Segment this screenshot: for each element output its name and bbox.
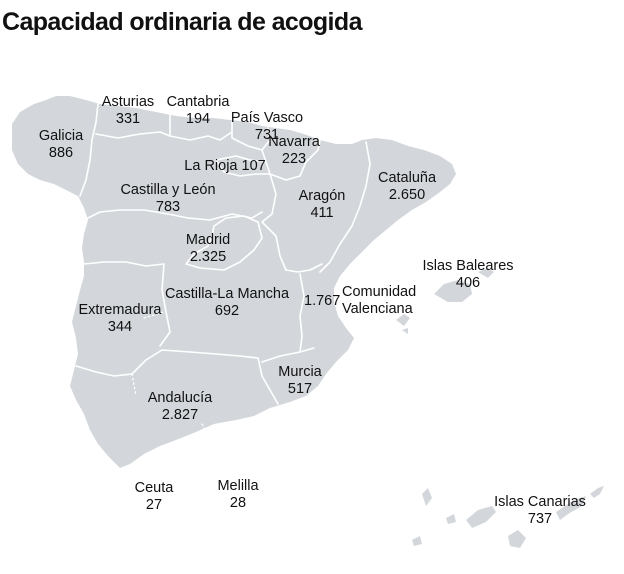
region-label-navarra: Navarra 223 [262, 134, 326, 168]
region-label-cantabria: Cantabria 194 [162, 94, 234, 128]
region-value-galicia: 886 [48, 145, 74, 161]
region-name-murcia: Murcia [278, 364, 322, 380]
region-name-melilla: Melilla [217, 478, 259, 494]
border-cyl-la-rioja [215, 159, 271, 177]
region-value-islas-baleares: 406 [455, 275, 481, 291]
region-label-madrid: Madrid 2.325 [176, 232, 240, 266]
region-label-melilla: Melilla 28 [208, 478, 268, 512]
region-name-line-comunidad-valenciana: Comunidad [342, 284, 417, 300]
region-name-cantabria: Cantabria [166, 94, 230, 110]
region-name-navarra: Navarra [268, 134, 320, 150]
border-navarra [261, 139, 321, 181]
region-name-aragon: Aragón [298, 188, 346, 204]
region-borders [75, 103, 371, 405]
region-name-cataluna: Cataluña [377, 170, 437, 186]
region-name-galicia: Galicia [38, 128, 84, 144]
region-value-castilla-y-leon: 783 [155, 199, 181, 215]
lanzarote-shape [590, 486, 604, 498]
tenerife-shape [466, 506, 496, 528]
dotted-border-b [143, 311, 165, 319]
region-label-la-rioja: La Rioja 107 [182, 158, 268, 175]
region-label-asturias: Asturias 331 [96, 94, 160, 128]
el-hierro-shape [412, 536, 422, 546]
region-name-castilla-la-mancha: Castilla-La Mancha [164, 286, 290, 302]
border-cantabria [169, 111, 233, 141]
region-name-madrid: Madrid [185, 232, 231, 248]
region-label-galicia: Galicia 886 [34, 128, 88, 162]
region-label-ceuta: Ceuta 27 [126, 480, 182, 514]
region-value-andalucia: 2.827 [161, 407, 199, 423]
region-name-ceuta: Ceuta [134, 480, 174, 496]
mallorca-shape [434, 280, 472, 302]
region-name-andalucia: Andalucía [147, 390, 213, 406]
region-name-la-rioja: La Rioja [184, 158, 238, 174]
region-name-islas-baleares: Islas Baleares [422, 258, 514, 274]
region-label-aragon: Aragón 411 [290, 188, 354, 222]
border-aragon-valencia [285, 263, 323, 273]
border-galicia [79, 103, 99, 197]
map-title: Capacidad ordinaria de acogida [2, 8, 362, 36]
border-murcia [257, 357, 279, 405]
region-name-castilla-y-leon: Castilla y León [120, 182, 216, 198]
border-madrid [185, 215, 263, 271]
region-value-islas-canarias: 737 [527, 511, 553, 527]
canarias-islands [412, 486, 604, 548]
fuerteventura-shape [556, 496, 586, 520]
region-value-castilla-la-mancha: 692 [214, 303, 240, 319]
dotted-border-a [131, 373, 137, 397]
region-label-castilla-y-leon: Castilla y León 783 [114, 182, 222, 216]
region-value-comunidad-valenciana: 1.767 [304, 293, 341, 309]
region-value-pais-vasco: 731 [254, 127, 280, 143]
region-name-asturias: Asturias [101, 94, 155, 110]
region-label-andalucia: Andalucía 2.827 [136, 390, 224, 424]
region-value-la-rioja: 107 [241, 158, 266, 174]
region-value-cataluna: 2.650 [388, 187, 426, 203]
region-label-islas-canarias: Islas Canarias 737 [488, 494, 592, 528]
border-asturias-cyl [95, 131, 171, 139]
la-gomera-shape [446, 514, 456, 524]
border-la-rioja [215, 155, 267, 163]
region-label-extremadura: Extremadura 344 [74, 302, 166, 336]
region-value-aragon: 411 [310, 205, 334, 221]
menorca-shape [478, 268, 494, 278]
region-value-murcia: 517 [287, 381, 313, 397]
region-value-ceuta: 27 [145, 497, 163, 513]
region-value-navarra: 223 [281, 151, 307, 167]
border-extremadura-clm [159, 263, 171, 347]
region-name-islas-canarias: Islas Canarias [494, 494, 586, 510]
region-value-asturias: 331 [115, 111, 141, 127]
border-andalucia-north [75, 349, 259, 377]
la-palma-shape [422, 488, 432, 506]
border-aragon-west [261, 173, 287, 271]
region-value-extremadura: 344 [107, 319, 133, 335]
gran-canaria-shape [508, 530, 526, 548]
region-label-islas-baleares: Islas Baleares 406 [418, 258, 518, 292]
border-aragon-cataluna [319, 141, 371, 273]
region-name-line-comunidad-valenciana: Valenciana [342, 301, 413, 317]
border-extremadura-north [83, 261, 165, 267]
region-label-pais-vasco: País Vasco 731 [230, 110, 304, 144]
region-name-extremadura: Extremadura [78, 302, 162, 318]
border-pais-vasco [231, 121, 271, 151]
border-valencia-clm [299, 273, 305, 353]
region-label-murcia: Murcia 517 [272, 364, 328, 398]
region-dotted-borders [131, 311, 211, 441]
formentera-shape [402, 328, 408, 334]
border-murcia-north [261, 347, 315, 363]
region-value-cantabria: 194 [185, 111, 211, 127]
region-name-pais-vasco: País Vasco [230, 110, 304, 126]
region-value-melilla: 28 [229, 495, 247, 511]
region-value-madrid: 2.325 [189, 249, 227, 265]
dotted-border-c [201, 423, 211, 441]
baleares-islands [396, 268, 494, 334]
region-label-cataluna: Cataluña 2.650 [370, 170, 444, 204]
ibiza-shape [396, 314, 410, 326]
region-label-castilla-la-mancha: Castilla-La Mancha 692 [160, 286, 294, 320]
